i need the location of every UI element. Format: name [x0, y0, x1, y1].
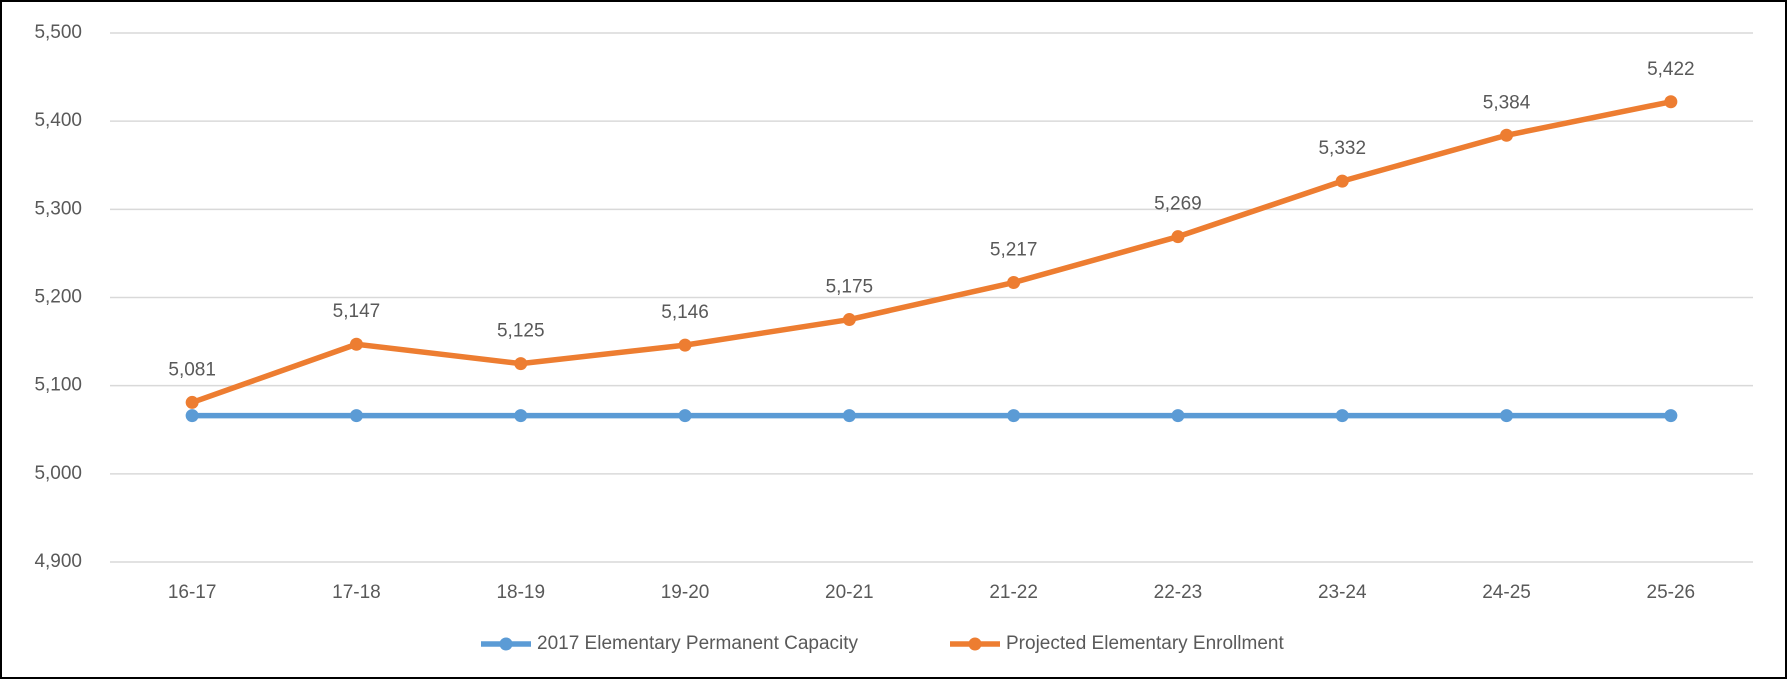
data-label: 5,217 [990, 240, 1038, 261]
series-line [191, 99, 1672, 406]
y-tick-label: 5,100 [34, 375, 82, 396]
data-point [349, 337, 363, 351]
data-label: 5,125 [497, 321, 545, 342]
data-label: 5,146 [661, 302, 709, 323]
data-point [514, 409, 528, 423]
x-tick-label: 19-20 [661, 582, 710, 603]
x-tick-label: 23-24 [1318, 582, 1367, 603]
data-point [1171, 230, 1185, 244]
legend-marker [499, 637, 513, 651]
x-tick-label: 24-25 [1482, 582, 1531, 603]
x-tick-label: 22-23 [1154, 582, 1203, 603]
data-point [1171, 409, 1185, 423]
legend-marker [968, 637, 982, 651]
data-label: 5,269 [1154, 194, 1202, 215]
data-point [678, 338, 692, 352]
data-label: 5,147 [333, 301, 381, 322]
data-label: 5,332 [1318, 138, 1366, 159]
data-label: 5,384 [1483, 92, 1531, 113]
data-point [842, 409, 856, 423]
data-point [514, 357, 528, 371]
x-tick-label: 25-26 [1647, 582, 1696, 603]
data-label: 5,081 [168, 359, 216, 380]
y-tick-label: 5,300 [34, 198, 82, 219]
data-point [1500, 128, 1514, 142]
data-point [185, 395, 199, 409]
legend-label: Projected Elementary Enrollment [1006, 633, 1284, 654]
data-point [1664, 95, 1678, 109]
data-point [842, 313, 856, 327]
y-tick-label: 5,500 [34, 22, 82, 43]
x-tick-label: 18-19 [496, 582, 545, 603]
x-tick-label: 17-18 [332, 582, 381, 603]
data-point [1664, 409, 1678, 423]
data-point [1335, 174, 1349, 188]
data-point [349, 409, 363, 423]
data-point [1335, 409, 1349, 423]
data-label: 5,175 [826, 277, 874, 298]
y-tick-label: 5,000 [34, 463, 82, 484]
data-label: 5,422 [1647, 59, 1695, 80]
data-point [185, 409, 199, 423]
data-point [1007, 276, 1021, 290]
y-tick-label: 4,900 [34, 551, 82, 572]
x-tick-label: 16-17 [168, 582, 217, 603]
data-point [1500, 409, 1514, 423]
y-tick-label: 5,400 [34, 110, 82, 131]
x-tick-label: 21-22 [989, 582, 1038, 603]
data-point [1007, 409, 1021, 423]
y-tick-label: 5,200 [34, 287, 82, 308]
legend-label: 2017 Elementary Permanent Capacity [537, 633, 859, 654]
x-tick-label: 20-21 [825, 582, 874, 603]
data-point [678, 409, 692, 423]
